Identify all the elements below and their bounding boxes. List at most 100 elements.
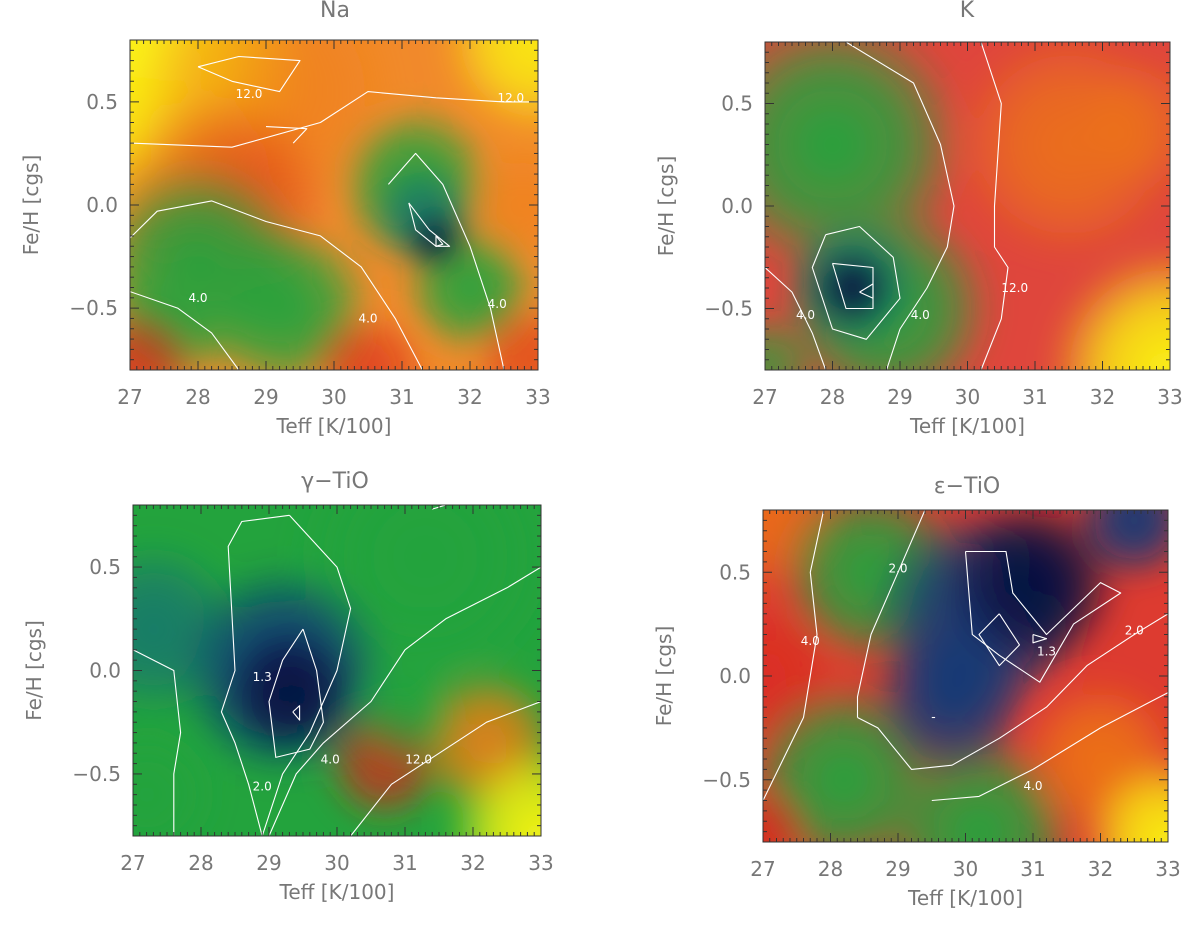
heatmap-region: [133, 726, 215, 836]
x-tick-label: 31: [1022, 385, 1047, 409]
contour-line: [387, 152, 505, 370]
contour-label: 4.0: [801, 634, 820, 648]
heatmap-region: [812, 247, 894, 329]
x-tick-label: 33: [528, 851, 553, 875]
contour-label: 1.3: [253, 670, 272, 684]
y-axis-label: Fe/H [cgs]: [19, 155, 43, 256]
x-tick-label: 31: [1020, 857, 1045, 881]
contour-line: [268, 566, 541, 836]
contour-line: [408, 202, 451, 247]
x-tick-label: 32: [460, 851, 485, 875]
heatmap-region: [445, 740, 541, 836]
x-tick-label: 29: [887, 385, 912, 409]
y-tick-label: 0.5: [89, 555, 121, 579]
panel-4: 4.0 2.0 1.3 2.0 4.0 27 28 29 30 31 32 33 0.5 0.0 −0.5 ε…: [652, 474, 1181, 910]
contours: [763, 510, 1168, 802]
contours: [133, 505, 541, 836]
contour-line: [856, 510, 926, 718]
contour-line: [980, 42, 1009, 370]
x-tick-label: 28: [820, 385, 845, 409]
heatmap-region: [350, 657, 460, 767]
heatmap-region: [1048, 248, 1170, 370]
x-tick-label: 29: [885, 857, 910, 881]
panel-title: Na: [320, 0, 350, 23]
contour-label: 4.0: [321, 753, 340, 767]
x-tick-label: 30: [321, 385, 346, 409]
x-tick-label: 29: [253, 385, 278, 409]
contour-label: 1.3: [1037, 644, 1056, 658]
contour-label: 4.0: [488, 297, 507, 311]
contour-label: 4.0: [796, 308, 815, 322]
heatmap-region: [470, 298, 538, 370]
heatmap-region: [442, 40, 538, 136]
contour-line: [1032, 633, 1048, 644]
heatmap-region: [224, 626, 354, 756]
x-tick-label: 31: [389, 385, 414, 409]
heatmap-field: [133, 505, 541, 836]
contour-line: [292, 705, 301, 721]
y-tick-label: −0.5: [702, 768, 751, 792]
contour-line: [350, 700, 541, 836]
contour-line: [859, 283, 874, 299]
contour-label: 4.0: [1023, 779, 1042, 793]
x-axis-label: Teff [K/100]: [907, 886, 1023, 910]
x-tick-label: 32: [1090, 385, 1115, 409]
contour-label: 12.0: [405, 753, 432, 767]
x-tick-label: 33: [1155, 857, 1180, 881]
contour-label: 4.0: [358, 312, 377, 326]
y-tick-label: 0.0: [89, 659, 121, 683]
contour-line: [220, 514, 290, 836]
y-tick-label: −0.5: [72, 762, 121, 786]
contour-line: [133, 649, 182, 836]
heatmap-region: [130, 304, 198, 370]
contour-line: [845, 42, 955, 370]
heatmap-region: [1080, 754, 1168, 842]
panel-3: 1.3 2.0 4.0 12.0 27 28 29 30 31 32 33 0.5 0.0 −0.5 γ−T…: [22, 469, 554, 904]
x-tick-label: 30: [953, 857, 978, 881]
x-tick-label: 28: [185, 385, 210, 409]
contours: [130, 55, 538, 370]
panel-1: 12.0 12.0 4.0 4.0 4.0 27 28 29 30 31 32 33 0.5 0.0 −0.…: [19, 0, 551, 438]
heatmap-region: [765, 311, 819, 370]
contour-line: [130, 291, 240, 370]
y-tick-label: 0.5: [719, 560, 751, 584]
heatmap-region: [1073, 510, 1168, 582]
tick-marks: [129, 39, 539, 371]
x-axis-label: Teff [K/100]: [276, 414, 392, 438]
x-tick-label: 32: [1088, 857, 1113, 881]
contour-line: [763, 510, 825, 801]
y-tick-label: −0.5: [69, 296, 118, 320]
x-tick-label: 29: [256, 851, 281, 875]
contour-label: 4.0: [911, 308, 930, 322]
panel-2: 4.0 4.0 12.0 27 28 29 30 31 32 33 0.5 0.0 −0.5 K Teff …: [654, 0, 1183, 438]
panel-title: K: [960, 0, 975, 23]
y-tick-label: 0.5: [86, 90, 118, 114]
y-axis-label: Fe/H [cgs]: [654, 156, 678, 257]
contour-label: 12.0: [1001, 281, 1028, 295]
x-tick-label: 30: [324, 851, 349, 875]
x-axis-label: Teff [K/100]: [909, 414, 1025, 438]
panel-title: ε−TiO: [934, 474, 1001, 499]
contour-label: 4.0: [188, 291, 207, 305]
panel-title: γ−TiO: [301, 469, 369, 494]
y-tick-label: −0.5: [704, 297, 753, 321]
contour-label: 12.0: [497, 91, 524, 105]
heatmap: [130, 40, 538, 370]
contour-line: [964, 550, 1122, 683]
y-tick-label: 0.0: [721, 194, 753, 218]
contour-line: [130, 200, 423, 370]
contour-label: 12.0: [236, 87, 263, 101]
heatmap-field: [763, 510, 1168, 842]
contour-line: [261, 514, 352, 836]
contour-label: 2.0: [253, 779, 272, 793]
contour-line: [931, 692, 1168, 802]
contour-line: [978, 613, 1021, 667]
contour-line: [130, 91, 538, 148]
y-axis-label: Fe/H [cgs]: [22, 620, 46, 721]
y-tick-label: 0.0: [719, 664, 751, 688]
y-tick-label: 0.0: [86, 193, 118, 217]
y-tick-label: 0.5: [721, 92, 753, 116]
x-tick-label: 32: [457, 385, 482, 409]
x-tick-label: 30: [955, 385, 980, 409]
